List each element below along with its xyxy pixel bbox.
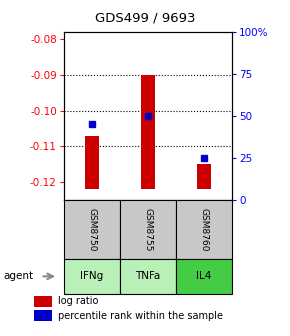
Bar — [176, 259, 232, 294]
Bar — [197, 164, 211, 189]
Bar — [85, 136, 99, 189]
Text: GSM8755: GSM8755 — [143, 208, 153, 251]
Bar — [141, 75, 155, 189]
Bar — [64, 200, 120, 259]
Bar — [120, 200, 176, 259]
Text: log ratio: log ratio — [58, 296, 99, 306]
Bar — [64, 259, 120, 294]
Text: percentile rank within the sample: percentile rank within the sample — [58, 311, 223, 321]
Text: GDS499 / 9693: GDS499 / 9693 — [95, 12, 195, 25]
Text: TNFa: TNFa — [135, 271, 161, 281]
Text: IFNg: IFNg — [80, 271, 104, 281]
Text: IL4: IL4 — [196, 271, 212, 281]
Bar — [34, 310, 52, 321]
Text: GSM8750: GSM8750 — [87, 208, 96, 251]
Bar — [176, 200, 232, 259]
Bar — [120, 259, 176, 294]
Bar — [34, 296, 52, 307]
Text: GSM8760: GSM8760 — [200, 208, 209, 251]
Text: agent: agent — [3, 271, 33, 281]
